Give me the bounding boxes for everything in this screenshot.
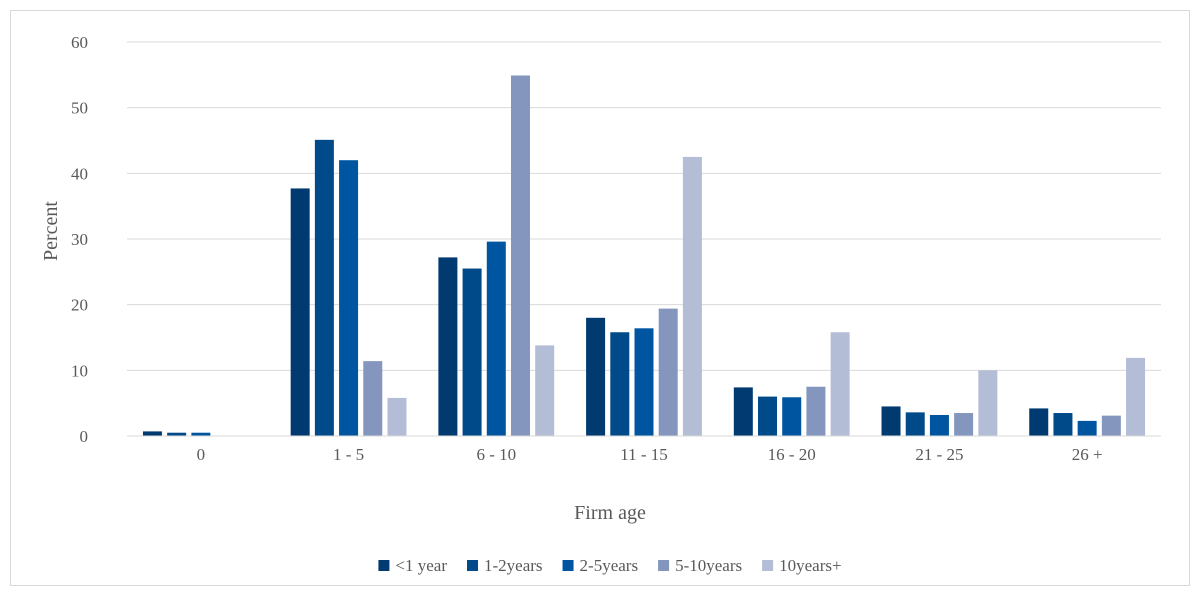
legend-label: 5-10years	[675, 556, 742, 575]
bar	[462, 268, 482, 436]
x-tick-label: 26 +	[1072, 445, 1103, 464]
chart-frame: 0 10 20 30 40 50 60 0 1 - 5 6 - 10 11 - 15 16 - 20…	[10, 10, 1190, 586]
y-axis-title: Percent	[40, 201, 62, 261]
legend-label: 1-2years	[484, 556, 543, 575]
bar	[929, 414, 949, 436]
bar	[733, 387, 753, 436]
x-tick-label: 16 - 20	[768, 445, 816, 464]
x-axis-title: Firm age	[574, 502, 646, 524]
bar	[339, 160, 359, 436]
y-tick-label: 0	[80, 427, 89, 446]
bar	[586, 317, 606, 436]
x-tick-label: 1 - 5	[333, 445, 364, 464]
bar	[1101, 415, 1121, 436]
y-tick-label: 50	[71, 99, 88, 118]
legend-swatch	[378, 560, 390, 571]
bar-chart: 0 10 20 30 40 50 60 0 1 - 5 6 - 10 11 - 15 16 - 20…	[40, 33, 1161, 575]
bar	[610, 332, 630, 436]
bars	[142, 75, 1146, 437]
bar	[682, 156, 702, 436]
x-tick-label: 11 - 15	[620, 445, 668, 464]
bar	[881, 406, 901, 436]
bar	[954, 413, 974, 436]
y-tick-label: 20	[71, 296, 88, 315]
bar	[830, 332, 850, 436]
bar	[486, 241, 506, 436]
bar	[363, 361, 383, 436]
legend-swatch	[658, 560, 670, 571]
y-tick-label: 10	[71, 361, 88, 380]
bar	[782, 397, 802, 436]
legend-swatch	[762, 560, 774, 571]
bar	[510, 75, 530, 437]
x-tick-label: 21 - 25	[915, 445, 963, 464]
bar	[1029, 408, 1049, 436]
bar	[634, 328, 654, 436]
bar	[758, 396, 778, 436]
bar	[1077, 420, 1097, 436]
bar	[314, 139, 334, 437]
y-axis-ticks: 0 10 20 30 40 50 60	[71, 33, 88, 446]
x-tick-label: 0	[197, 445, 206, 464]
bar	[658, 308, 678, 436]
y-tick-label: 40	[71, 164, 88, 183]
x-axis-ticks: 0 1 - 5 6 - 10 11 - 15 16 - 20 21 - 25 26 +	[197, 445, 1103, 464]
bar	[1126, 357, 1146, 436]
bar	[1053, 413, 1073, 436]
y-tick-label: 60	[71, 33, 88, 52]
legend: <1 year 1-2years 2-5years 5-10years 10years+	[378, 556, 842, 575]
legend-label: 2-5years	[580, 556, 639, 575]
bar	[142, 431, 162, 436]
gridlines	[127, 41, 1161, 371]
legend-label: <1 year	[395, 556, 447, 575]
x-tick-label: 6 - 10	[476, 445, 516, 464]
bar	[438, 257, 458, 436]
bar	[978, 370, 998, 436]
bar	[387, 397, 407, 436]
bar	[905, 412, 925, 436]
bar	[290, 188, 310, 436]
legend-label: 10years+	[779, 556, 841, 575]
bar	[191, 432, 211, 436]
y-tick-label: 30	[71, 230, 88, 249]
bar	[535, 345, 555, 436]
legend-swatch	[467, 560, 479, 571]
legend-swatch	[562, 560, 574, 571]
bar	[806, 386, 826, 436]
bar	[167, 432, 187, 436]
